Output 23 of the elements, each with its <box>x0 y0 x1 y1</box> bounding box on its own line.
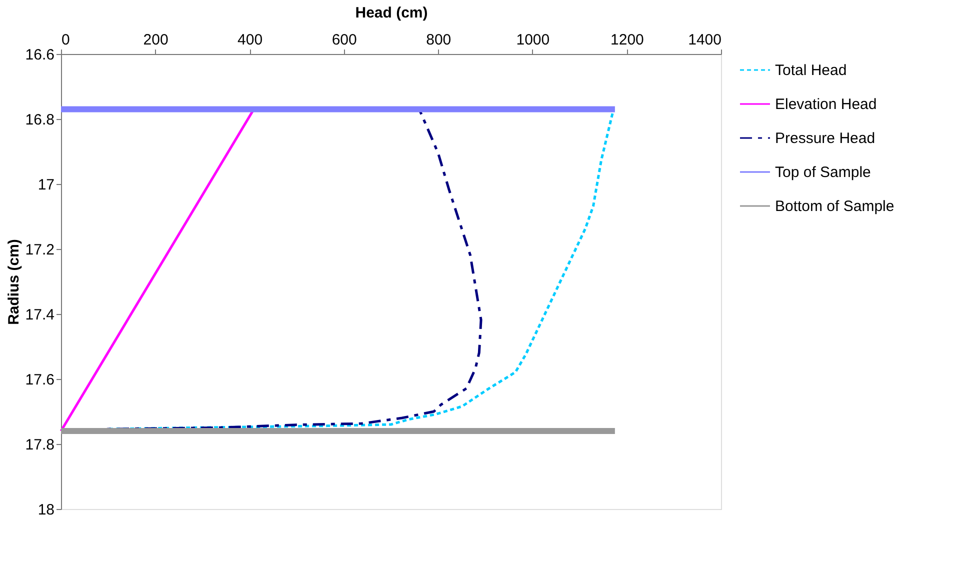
legend-label: Pressure Head <box>775 130 876 147</box>
x-tick-label: 400 <box>238 32 263 48</box>
x-tick-label: 1400 <box>688 32 722 48</box>
x-tick-label: 600 <box>332 32 357 48</box>
y-tick-label: 17.4 <box>25 306 54 324</box>
y-tick-label: 17.2 <box>25 242 54 258</box>
y-tick-label: 17 <box>38 176 54 194</box>
legend-label: Bottom of Sample <box>775 198 894 215</box>
y-tick-label: 16.8 <box>25 112 54 128</box>
legend-label: Top of Sample <box>775 164 871 181</box>
x-tick-label: 1200 <box>610 32 644 48</box>
legend-label: Total Head <box>775 62 847 79</box>
y-tick-label: 16.6 <box>25 46 54 64</box>
legend-label: Elevation Head <box>775 96 877 113</box>
y-tick-label: 18 <box>38 502 54 518</box>
x-tick-label: 1000 <box>516 32 550 48</box>
y-tick-label: 17.8 <box>25 436 54 454</box>
x-tick-label: 200 <box>143 32 168 48</box>
y-tick-label: 17.6 <box>25 372 54 388</box>
x-axis-title: Head (cm) <box>355 4 428 22</box>
x-tick-label: 0 <box>62 32 70 48</box>
y-axis-title: Radius (cm) <box>5 239 22 325</box>
x-tick-label: 800 <box>426 32 452 48</box>
